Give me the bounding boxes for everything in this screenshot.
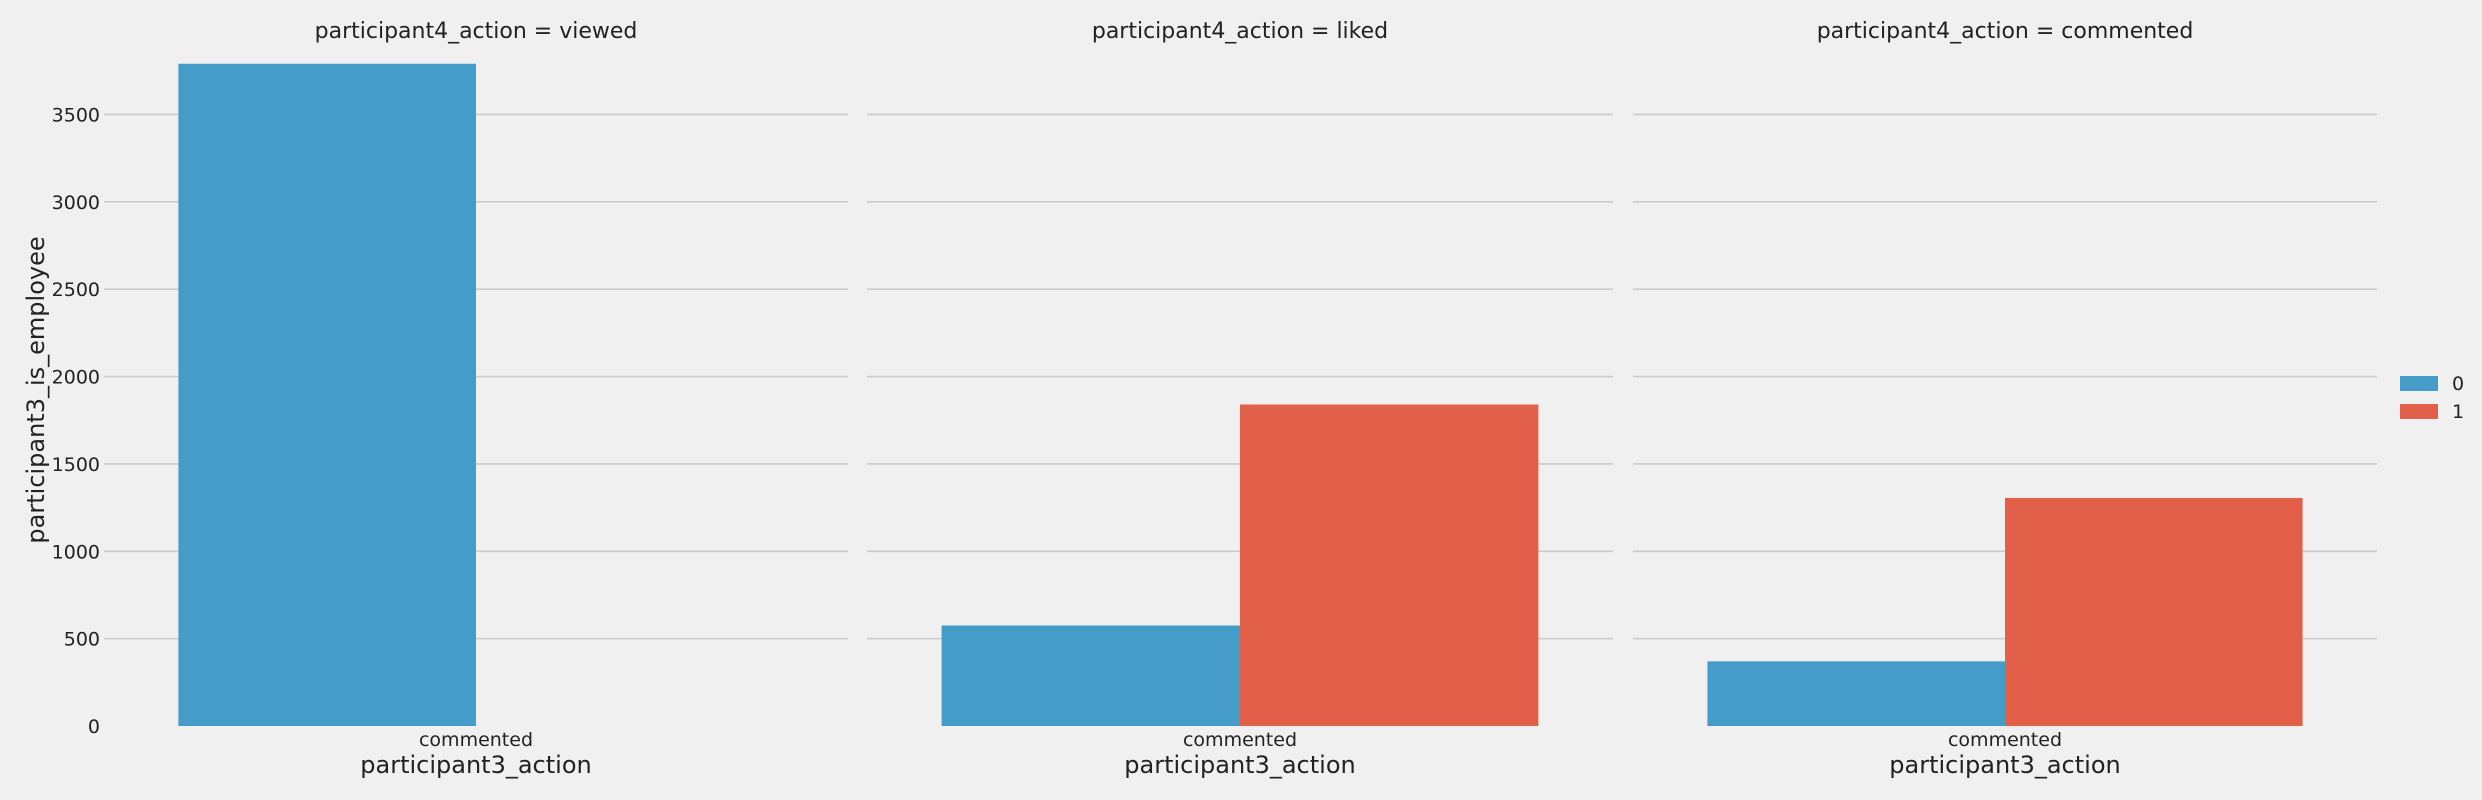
bar-2-series-0	[1707, 661, 2005, 726]
y-axis-label: participant3_is_employee	[22, 236, 50, 543]
legend-label-1: 1	[2452, 401, 2464, 423]
y-tick-label-2000: 2000	[52, 367, 100, 389]
legend-swatch-1	[2400, 404, 2438, 419]
facet-title-0: participant4_action = viewed	[315, 19, 638, 44]
y-tick-label-1500: 1500	[52, 454, 100, 476]
bar-1-series-1	[1240, 404, 1539, 726]
y-tick-label-3000: 3000	[52, 192, 100, 214]
y-tick-label-2500: 2500	[52, 279, 100, 301]
x-axis-label-1: participant3_action	[1124, 751, 1355, 779]
bar-0-series-0	[178, 63, 476, 726]
y-tick-label-500: 500	[64, 629, 100, 651]
legend-swatch-0	[2400, 376, 2438, 391]
facet-title-1: participant4_action = liked	[1092, 19, 1388, 44]
x-axis-label-0: participant3_action	[360, 751, 591, 779]
x-tick-label-2: commented	[1948, 729, 2062, 751]
x-tick-label-1: commented	[1183, 729, 1297, 751]
facet-title-2: participant4_action = commented	[1817, 19, 2194, 44]
y-tick-label-1000: 1000	[52, 541, 100, 563]
bar-2-series-1	[2005, 497, 2303, 726]
y-tick-label-0: 0	[88, 716, 100, 738]
bar-1-series-0	[941, 625, 1240, 726]
y-tick-label-3500: 3500	[52, 104, 100, 126]
x-axis-label-2: participant3_action	[1889, 751, 2120, 779]
legend-label-0: 0	[2452, 373, 2464, 395]
x-tick-label-0: commented	[419, 729, 533, 751]
